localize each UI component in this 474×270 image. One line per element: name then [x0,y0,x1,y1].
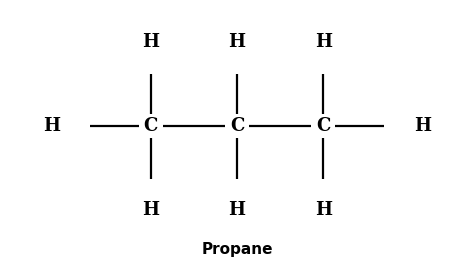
Text: C: C [230,117,244,135]
Text: H: H [228,201,246,220]
Text: H: H [315,33,332,51]
Text: C: C [144,117,158,135]
Text: H: H [142,33,159,51]
Text: H: H [315,201,332,220]
Text: H: H [228,33,246,51]
Text: Propane: Propane [201,242,273,257]
Text: H: H [142,201,159,220]
Text: H: H [43,117,60,135]
Text: H: H [414,117,431,135]
Text: C: C [316,117,330,135]
